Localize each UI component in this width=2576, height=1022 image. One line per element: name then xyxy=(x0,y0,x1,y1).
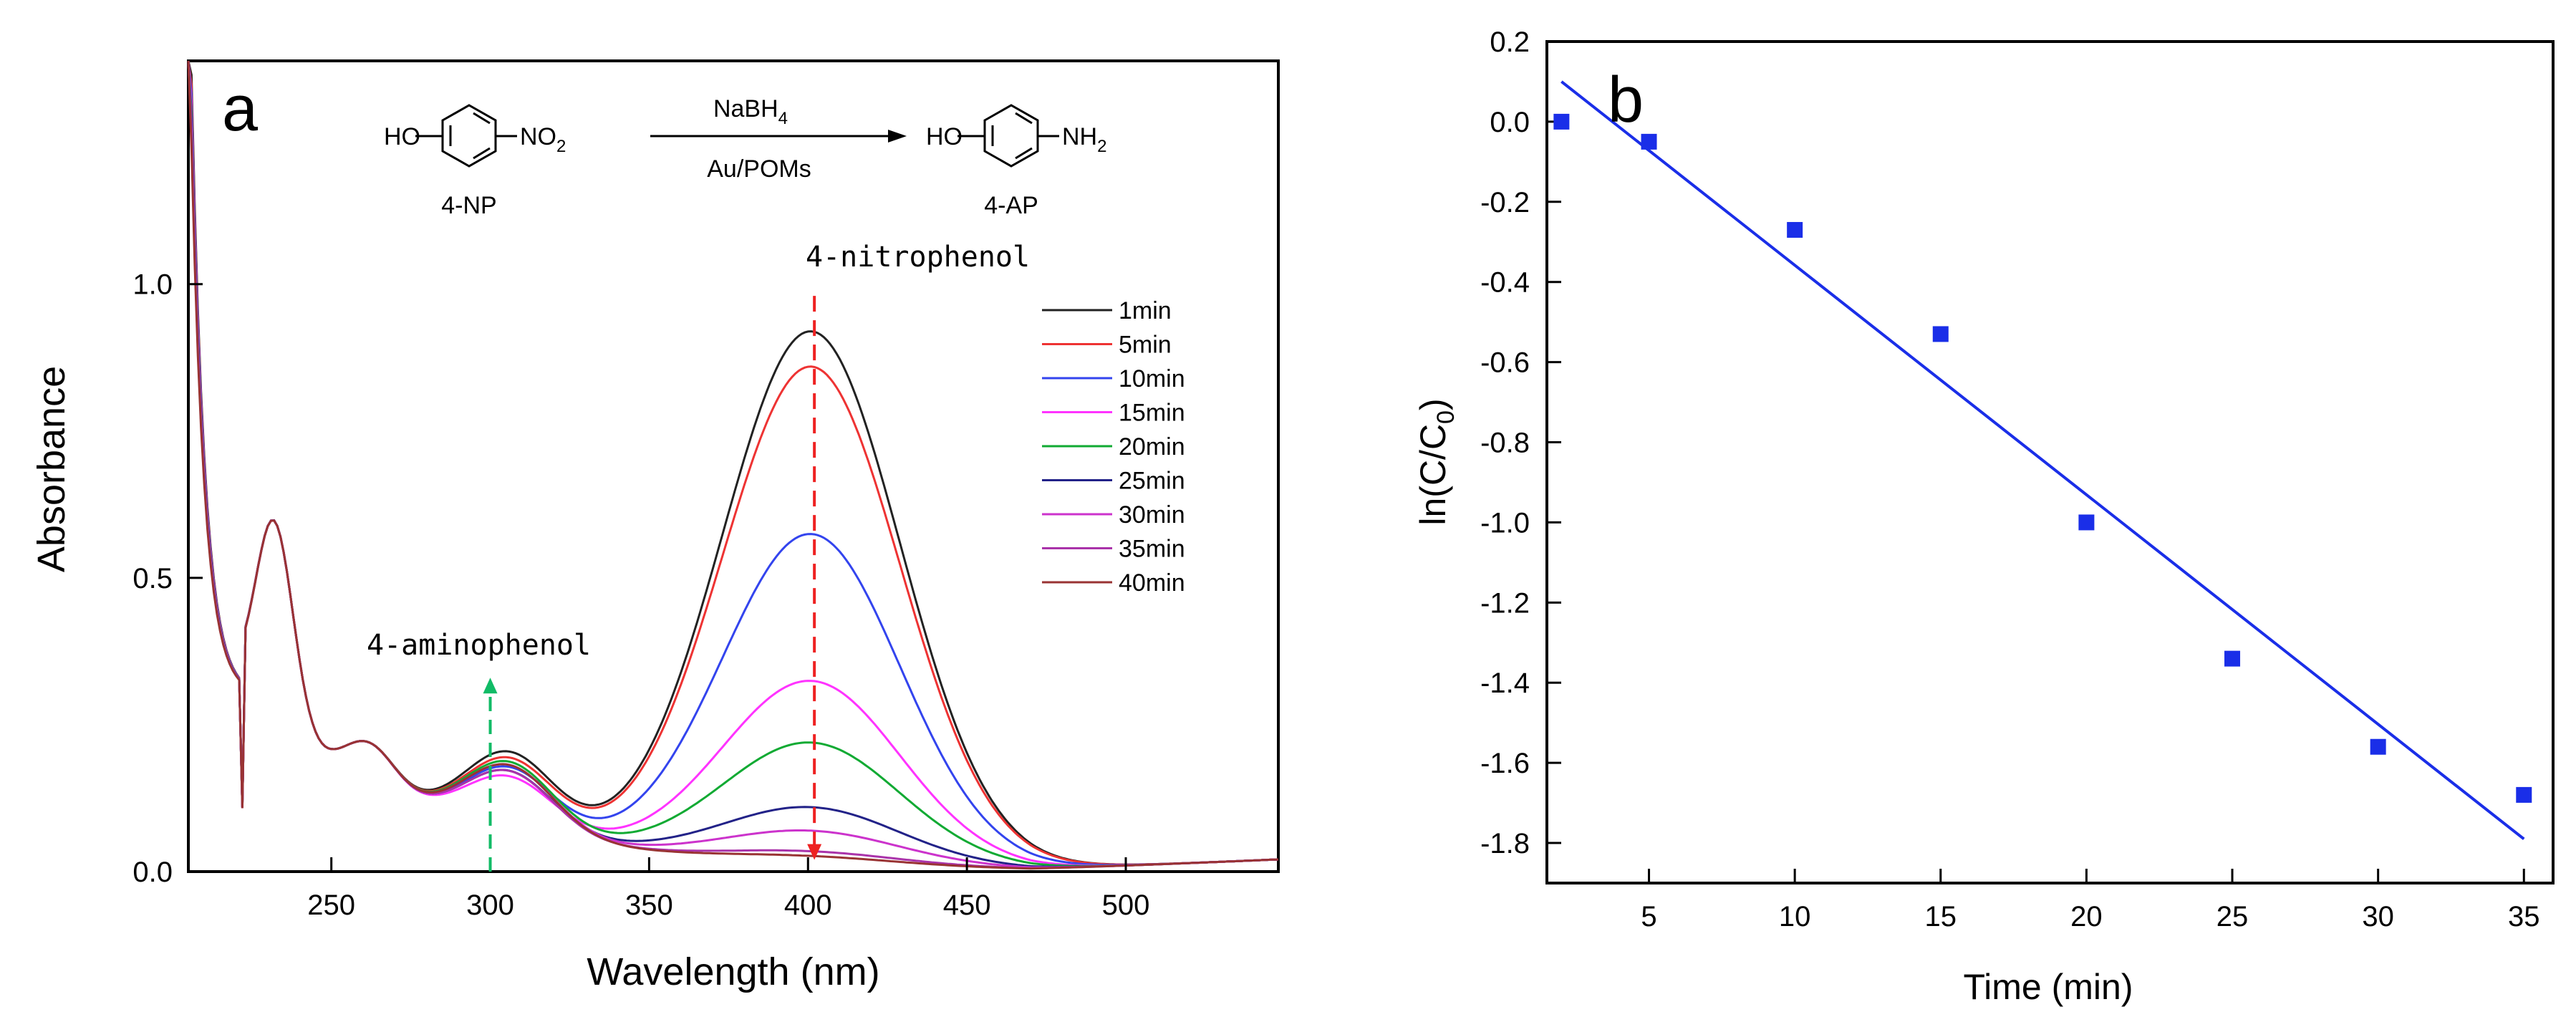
panel-b-y-axis-title: ln(C/C0) xyxy=(1413,398,1460,525)
panel-a-frame xyxy=(187,59,1280,873)
panel-b-x-tick-label: 30 xyxy=(2362,901,2394,932)
panel-a-y-tick-label: 0.5 xyxy=(132,563,173,594)
panel-a-label: a xyxy=(222,73,259,145)
legend-label-35min: 35min xyxy=(1119,536,1185,563)
legend-label-20min: 20min xyxy=(1119,433,1185,461)
product-benzene-ring xyxy=(983,104,1039,168)
panel-b-x-tick-label: 15 xyxy=(1925,901,1957,932)
legend-label-15min: 15min xyxy=(1119,400,1185,427)
panel-b-x-tick-label: 10 xyxy=(1779,901,1811,932)
panel-a-legend: 1min 5min 10min 15min 20min 25min 30min 35min 40… xyxy=(1042,297,1185,597)
panel-b-label: b xyxy=(1608,64,1644,136)
panel-b-y-tick-label: -1.0 xyxy=(1480,507,1530,539)
reactant-no2-text: NO2 xyxy=(520,123,566,156)
product-inner-bond xyxy=(1015,147,1033,160)
data-point xyxy=(2078,514,2095,531)
panel-a-x-tick-label: 500 xyxy=(1102,890,1150,921)
data-point xyxy=(1641,133,1657,150)
data-point xyxy=(2370,738,2386,755)
panel-b-x-tick-label: 20 xyxy=(2070,901,2103,932)
reaction-arrow: NaBH4 Au/POMs xyxy=(650,95,907,183)
panel-a-x-tick-label: 300 xyxy=(466,890,514,921)
panel-a-ticks: 250 300 350 400 450 500 0.0 0.5 1.0 xyxy=(132,269,1149,921)
legend-label-5min: 5min xyxy=(1119,332,1172,359)
product-name: 4-AP xyxy=(984,192,1038,219)
panel-b-ticks: 5 10 15 20 25 30 35 0.2 0.0 -0.2 -0.4 -0.6 -0.8 -1.0 -… xyxy=(1480,26,2539,932)
panel-b-y-tick-label: -0.4 xyxy=(1480,267,1530,299)
panel-a-x-tick-label: 450 xyxy=(943,890,991,921)
legend-label-30min: 30min xyxy=(1119,501,1185,529)
reagent-bottom: Au/POMs xyxy=(707,155,811,183)
panel-a-y-tick-label: 1.0 xyxy=(132,269,173,301)
panel-b-x-tick-label: 35 xyxy=(2508,901,2540,932)
panel-b-x-tick-label: 5 xyxy=(1641,901,1656,932)
data-point xyxy=(2224,650,2241,667)
nitrophenol-label: 4-nitrophenol xyxy=(806,241,1030,274)
panel-a-annotations: 4-nitrophenol 4-aminophenol xyxy=(367,241,1030,872)
product-nh2-text: NH2 xyxy=(1062,123,1106,156)
data-point xyxy=(1553,113,1570,130)
legend-label-1min: 1min xyxy=(1119,297,1172,324)
panel-b-y-tick-label: -1.6 xyxy=(1480,748,1530,779)
panel-b-kinetics: 5 10 15 20 25 30 35 0.2 0.0 -0.2 -0.4 -0.6 -0.8 -1.0 -… xyxy=(1413,26,2555,1007)
reactant-structure: HO NO2 4-NP xyxy=(384,104,566,219)
reactant-name: 4-NP xyxy=(441,192,496,219)
panel-a-x-tick-label: 250 xyxy=(307,890,355,921)
reaction-scheme: HO NO2 4-NP NaBH4 Au/POMs HO NH2 4-AP xyxy=(384,95,1106,219)
product-inner-bond xyxy=(1015,112,1033,125)
reactant-inner-bond xyxy=(473,112,491,125)
aminophenol-arrow-head xyxy=(483,678,498,694)
panel-b-y-tick-label: 0.2 xyxy=(1490,26,1530,58)
reagent-top: NaBH4 xyxy=(713,95,788,128)
panel-a-spectra: 250 300 350 400 450 500 0.0 0.5 1.0 a HO NO2 4-N… xyxy=(30,59,1280,993)
data-point xyxy=(2516,786,2532,803)
data-point xyxy=(1932,326,1949,342)
panel-b-y-tick-label: -1.2 xyxy=(1480,587,1530,619)
reactant-benzene-ring xyxy=(441,104,497,168)
panel-a-y-tick-label: 0.0 xyxy=(132,857,173,888)
panel-b-y-tick-label: -0.6 xyxy=(1480,347,1530,379)
spectrum-line-40min xyxy=(187,60,1279,870)
product-ho-text: HO xyxy=(926,123,963,150)
panel-a-x-axis-title: Wavelength (nm) xyxy=(587,950,879,993)
legend-label-40min: 40min xyxy=(1119,569,1185,597)
panel-a-y-axis-title: Absorbance xyxy=(30,366,73,572)
panel-b-y-tick-label: -0.2 xyxy=(1480,187,1530,218)
panel-b-y-tick-label: -1.8 xyxy=(1480,828,1530,859)
panel-a-x-tick-label: 350 xyxy=(625,890,673,921)
panel-b-y-tick-label: -1.4 xyxy=(1480,667,1530,699)
panel-a-curves xyxy=(187,60,1279,870)
legend-label-25min: 25min xyxy=(1119,468,1185,495)
reaction-arrow-head xyxy=(888,130,907,143)
nitrophenol-arrow-head xyxy=(807,844,822,860)
panel-b-frame xyxy=(1545,40,2555,884)
legend-label-10min: 10min xyxy=(1119,365,1185,392)
product-structure: HO NH2 4-AP xyxy=(926,104,1106,219)
linear-fit-line xyxy=(1560,80,2525,841)
panel-b-data xyxy=(1553,80,2532,841)
reactant-ho-text: HO xyxy=(384,123,420,150)
panel-b-y-tick-label: -0.8 xyxy=(1480,428,1530,459)
panel-b-y-tick-label: 0.0 xyxy=(1490,107,1530,138)
aminophenol-label: 4-aminophenol xyxy=(367,629,591,662)
panel-b-x-axis-title: Time (min) xyxy=(1963,967,2133,1007)
panel-b-x-tick-label: 25 xyxy=(2216,901,2249,932)
data-point xyxy=(1787,221,1803,238)
reactant-inner-bond xyxy=(473,147,491,160)
panel-a-x-tick-label: 400 xyxy=(784,890,832,921)
